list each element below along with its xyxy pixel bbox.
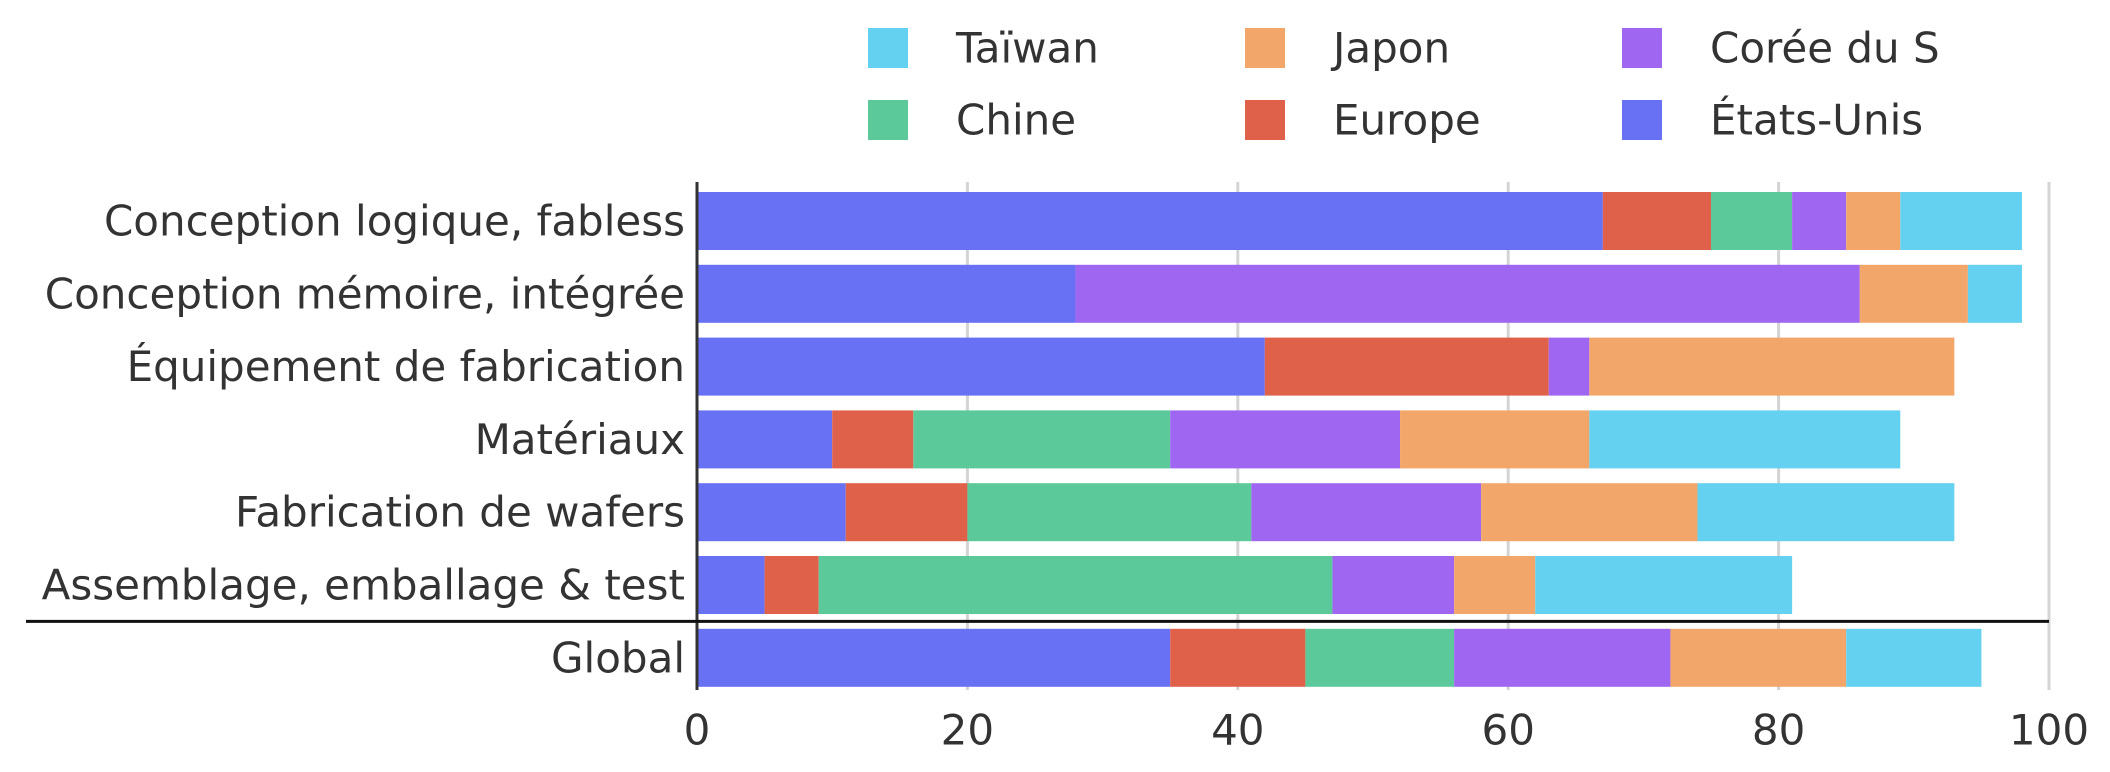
category-label: Matériaux [475, 415, 685, 464]
bar-segment-1-1 [697, 192, 1603, 250]
category-label: Conception mémoire, intégrée [45, 269, 685, 318]
bar-segment-6-4 [1332, 556, 1455, 614]
bar-segment-1-5 [1846, 192, 1901, 250]
legend-label: Japon [1330, 24, 1450, 73]
bar-segment-1-2 [1602, 192, 1711, 250]
bar-segment-3-5 [1589, 337, 1955, 396]
bar-segment-6-1 [697, 556, 765, 614]
bar-segment-2-6 [1967, 264, 2022, 323]
legend: Taïwan Japon Corée du S Chine Europe États-Un… [868, 24, 1940, 145]
legend-label: Europe [1333, 96, 1481, 145]
x-tick-labels: 0 20 40 60 80 100 [684, 706, 2089, 755]
legend-swatch [868, 100, 908, 140]
bar-segment-7-6 [1846, 628, 1982, 687]
bar-segment-4-6 [1589, 410, 1901, 469]
bar-segment-3-4 [1548, 337, 1590, 396]
bar-segment-6-3 [818, 556, 1333, 614]
bar-segment-7-4 [1454, 628, 1671, 687]
bar-segment-5-5 [1481, 483, 1698, 542]
bar-segment-6-2 [764, 556, 819, 614]
bar-segment-2-1 [697, 264, 1076, 323]
bar-segment-7-1 [697, 628, 1171, 687]
bar-segment-7-2 [1170, 628, 1306, 687]
bar-segment-5-1 [697, 483, 846, 542]
legend-label: États-Unis [1710, 95, 1923, 145]
legend-swatch [1245, 28, 1285, 68]
legend-swatch [868, 28, 908, 68]
legend-label: Corée du S [1710, 24, 1940, 73]
legend-label: Chine [956, 96, 1076, 145]
bar-segment-1-6 [1900, 192, 2022, 250]
bar-segment-7-5 [1670, 628, 1847, 687]
bar-segment-6-5 [1454, 556, 1536, 614]
bar-segment-2-5 [1859, 264, 1968, 323]
bar-segment-3-2 [1264, 337, 1549, 396]
bar-segment-2-4 [1075, 264, 1860, 323]
bar-segment-7-3 [1305, 628, 1455, 687]
x-tick-label: 80 [1752, 706, 1805, 755]
bar-segment-1-3 [1711, 192, 1793, 250]
category-label: Assemblage, emballage & test [42, 561, 685, 610]
bar-segment-5-4 [1251, 483, 1482, 542]
category-labels: Conception logique, fabless Conception mé… [42, 197, 685, 683]
x-tick-label: 20 [941, 706, 994, 755]
legend-swatch [1245, 100, 1285, 140]
bar-segment-6-6 [1535, 556, 1793, 614]
bar-segment-5-3 [967, 483, 1252, 542]
category-label: Fabrication de wafers [235, 488, 685, 537]
bar-segment-5-6 [1697, 483, 1955, 542]
x-tick-label: 100 [2009, 706, 2089, 755]
category-label: Conception logique, fabless [104, 197, 685, 246]
legend-label: Taïwan [955, 24, 1099, 73]
legend-swatch [1622, 28, 1662, 68]
legend-swatch [1622, 100, 1662, 140]
x-tick-label: 60 [1481, 706, 1534, 755]
x-tick-label: 40 [1211, 706, 1264, 755]
category-label: Global [551, 633, 685, 682]
bar-segment-5-2 [845, 483, 968, 542]
bar-segment-4-2 [832, 410, 914, 469]
bar-segment-4-1 [697, 410, 833, 469]
bar-segment-4-3 [913, 410, 1171, 469]
bar-segment-4-5 [1400, 410, 1590, 469]
category-label: Équipement de fabrication [127, 341, 685, 391]
bars [697, 192, 2022, 687]
bar-segment-1-4 [1792, 192, 1847, 250]
bar-segment-4-4 [1170, 410, 1401, 469]
bar-segment-3-1 [697, 337, 1265, 396]
x-tick-label: 0 [684, 706, 711, 755]
axes [26, 182, 2049, 690]
